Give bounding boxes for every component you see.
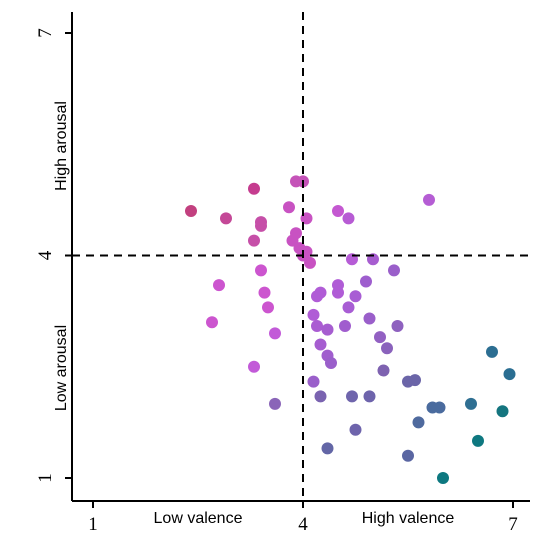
data-point [321, 323, 334, 336]
data-point [220, 212, 232, 225]
data-point [465, 397, 477, 410]
data-point [342, 301, 355, 314]
y-ticks: 1 4 7 [35, 28, 72, 483]
data-point [283, 201, 295, 214]
data-point [248, 360, 260, 373]
data-point [314, 390, 327, 403]
y-tick-label: 7 [35, 28, 56, 38]
data-point [255, 264, 267, 277]
data-point [262, 301, 274, 314]
data-point [496, 405, 509, 418]
x-label-high: High valence [362, 510, 455, 527]
data-point [332, 205, 344, 217]
data-point [503, 368, 516, 381]
data-point [258, 286, 271, 299]
data-point [307, 308, 320, 321]
data-point [185, 205, 197, 217]
data-point [412, 416, 425, 429]
x-label-low: Low valence [154, 510, 243, 527]
data-point [349, 423, 362, 436]
data-point [255, 219, 267, 232]
y-label-low: Low arousal [53, 325, 70, 411]
data-point [433, 401, 446, 414]
data-point [409, 374, 421, 387]
x-tick-label: 1 [88, 514, 98, 535]
data-point [349, 290, 362, 303]
data-point [332, 286, 344, 299]
data-point [325, 357, 337, 370]
data-point [377, 364, 390, 377]
data-point [311, 319, 323, 332]
data-point [321, 442, 334, 455]
data-points [185, 175, 516, 484]
x-tick-label: 7 [508, 514, 518, 535]
y-tick-label: 4 [35, 250, 56, 260]
data-point [486, 345, 498, 358]
x-tick-label: 4 [298, 514, 308, 535]
data-point [472, 434, 484, 447]
data-point [360, 275, 372, 288]
x-ticks: 1 4 7 [88, 501, 518, 535]
data-point [423, 193, 435, 206]
data-point [269, 397, 281, 410]
data-point [374, 331, 386, 344]
data-point [314, 338, 327, 351]
y-label-high: High arousal [53, 101, 70, 191]
data-point [206, 316, 218, 329]
data-point [304, 256, 316, 269]
data-point [213, 279, 225, 292]
data-point [381, 342, 393, 355]
data-point [437, 472, 449, 484]
data-point [402, 449, 414, 462]
data-point [388, 264, 400, 277]
data-point [346, 390, 358, 403]
data-point [314, 286, 327, 299]
data-point [248, 234, 260, 247]
y-tick-label: 1 [35, 473, 56, 483]
data-point [269, 327, 281, 340]
data-point [307, 375, 320, 388]
data-point [391, 319, 404, 332]
data-point [339, 319, 351, 332]
data-point [363, 390, 376, 403]
data-point [342, 212, 355, 225]
data-point [248, 182, 260, 195]
data-point [363, 312, 376, 325]
